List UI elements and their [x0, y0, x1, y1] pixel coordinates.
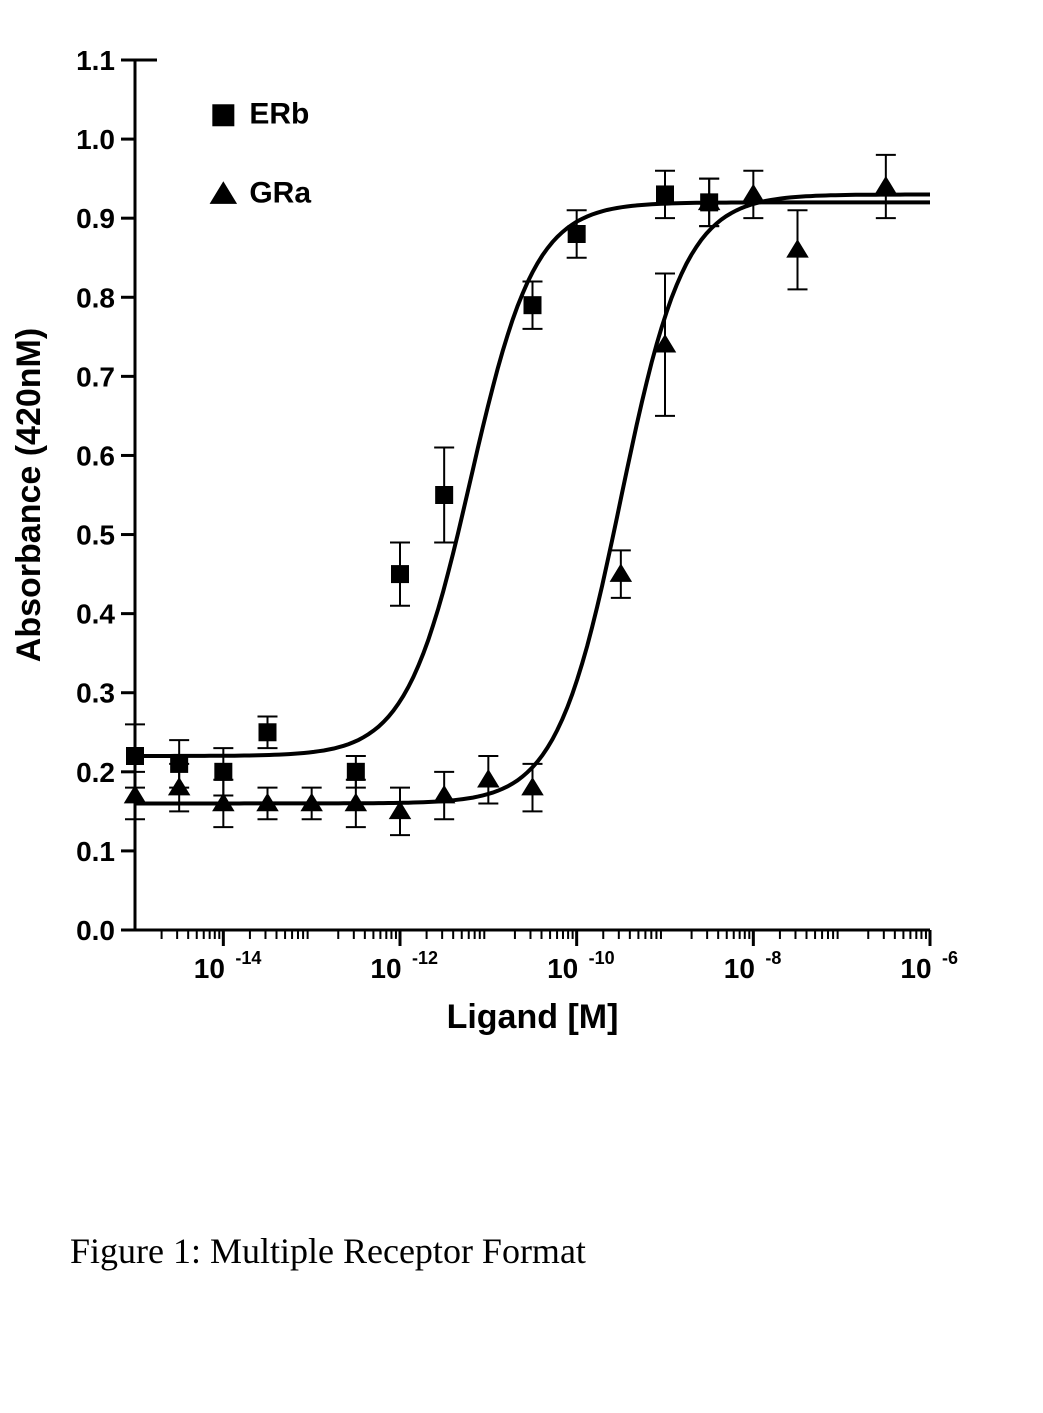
y-tick-label: 0.4 [76, 599, 115, 630]
series-GRa [124, 155, 930, 835]
data-point-square [435, 486, 453, 504]
caption-text: Figure 1: Multiple Receptor Format [70, 1231, 586, 1271]
y-tick-label: 1.0 [76, 124, 115, 155]
svg-text:-6: -6 [942, 948, 958, 968]
data-point-triangle [521, 777, 544, 795]
x-tick-label: 10 -12 [370, 948, 438, 984]
data-point-triangle [610, 563, 633, 581]
svg-text:10: 10 [547, 953, 578, 984]
y-tick-label: 0.7 [76, 361, 115, 392]
y-tick-label: 0.6 [76, 440, 115, 471]
svg-text:10: 10 [900, 953, 931, 984]
y-tick-label: 0.1 [76, 836, 115, 867]
x-axis-label: Ligand [M] [447, 998, 619, 1036]
data-point-triangle [786, 239, 809, 257]
svg-text:-14: -14 [235, 948, 261, 968]
data-point-square [212, 104, 234, 126]
legend-label-GRa: GRa [249, 176, 311, 209]
data-point-triangle [433, 785, 456, 803]
svg-text:10: 10 [194, 953, 225, 984]
data-point-square [126, 747, 144, 765]
y-tick-label: 0.5 [76, 520, 115, 551]
data-point-triangle [742, 184, 765, 202]
legend-label-ERb: ERb [249, 97, 309, 130]
data-point-square [259, 723, 277, 741]
legend: ERb GRa [210, 97, 312, 209]
x-tick-label: 10 -14 [194, 948, 262, 984]
data-point-triangle [168, 777, 191, 795]
svg-text:-12: -12 [412, 948, 438, 968]
y-tick-label: 1.1 [76, 45, 115, 76]
data-point-square [347, 763, 365, 781]
data-point-square [568, 225, 586, 243]
series-ERb [125, 171, 930, 796]
y-tick-label: 0.8 [76, 282, 115, 313]
y-tick-label: 0.2 [76, 757, 115, 788]
y-tick-label: 0.3 [76, 678, 115, 709]
data-point-square [656, 185, 674, 203]
x-tick-label: 10 -8 [724, 948, 782, 984]
figure-caption: Figure 1: Multiple Receptor Format [70, 1230, 586, 1272]
svg-text:-10: -10 [589, 948, 615, 968]
dose-response-chart: 0.0 0.1 0.2 0.3 0.4 0.5 0.6 0.7 0.8 0.9 1.0 1.1 10 -1… [0, 0, 1043, 1413]
figure-container: { "figure": { "width_px": 1043, "height_… [0, 0, 1043, 1413]
y-tick-label: 0.9 [76, 203, 115, 234]
data-point-triangle [875, 176, 898, 194]
data-point-square [391, 565, 409, 583]
x-tick-label: 10 -10 [547, 948, 615, 984]
data-point-triangle [210, 181, 238, 204]
svg-text:-8: -8 [765, 948, 781, 968]
x-tick-label: 10 -6 [900, 948, 958, 984]
y-tick-label: 0.0 [76, 915, 115, 946]
svg-text:10: 10 [724, 953, 755, 984]
y-axis-label: Absorbance (420nM) [10, 328, 48, 662]
data-point-square [214, 763, 232, 781]
data-point-square [524, 296, 542, 314]
data-point-triangle [477, 769, 500, 787]
svg-text:10: 10 [370, 953, 401, 984]
